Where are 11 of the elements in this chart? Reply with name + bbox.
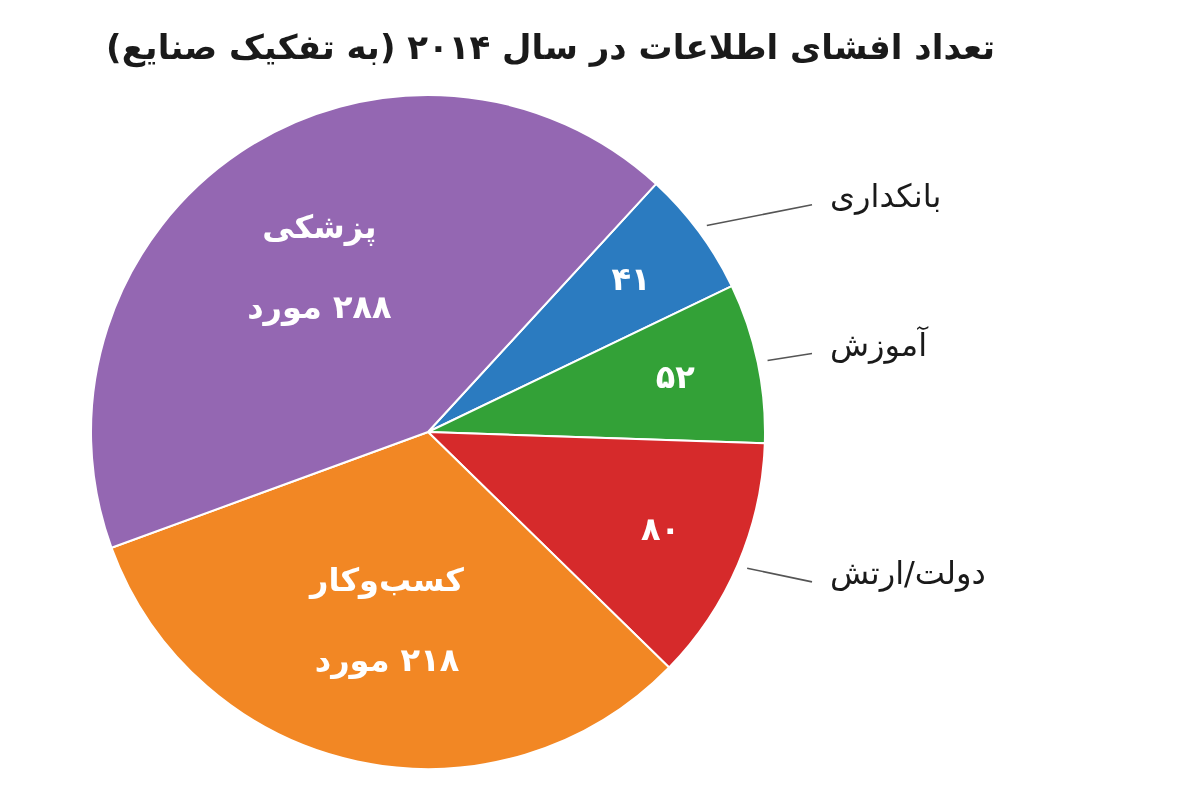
slice-label: پزشکی: [262, 207, 377, 246]
slice-label: بانکداری: [830, 177, 942, 216]
slice-label: دولت/ارتش: [830, 554, 986, 593]
data-label: ۵۲: [655, 358, 696, 397]
slice-label: کسب‌وکار: [307, 561, 465, 600]
data-label: ۲۱۸ مورد: [314, 641, 460, 680]
chart-title: تعداد افشای اطلاعات در سال ۲۰۱۴ (به تفکیک صنایع): [106, 26, 995, 68]
slice-label: آموزش: [830, 324, 930, 364]
data-label: ۴۱: [611, 259, 651, 298]
data-label: ۲۸۸ مورد: [247, 287, 393, 326]
data-label: ۸۰: [640, 509, 680, 548]
